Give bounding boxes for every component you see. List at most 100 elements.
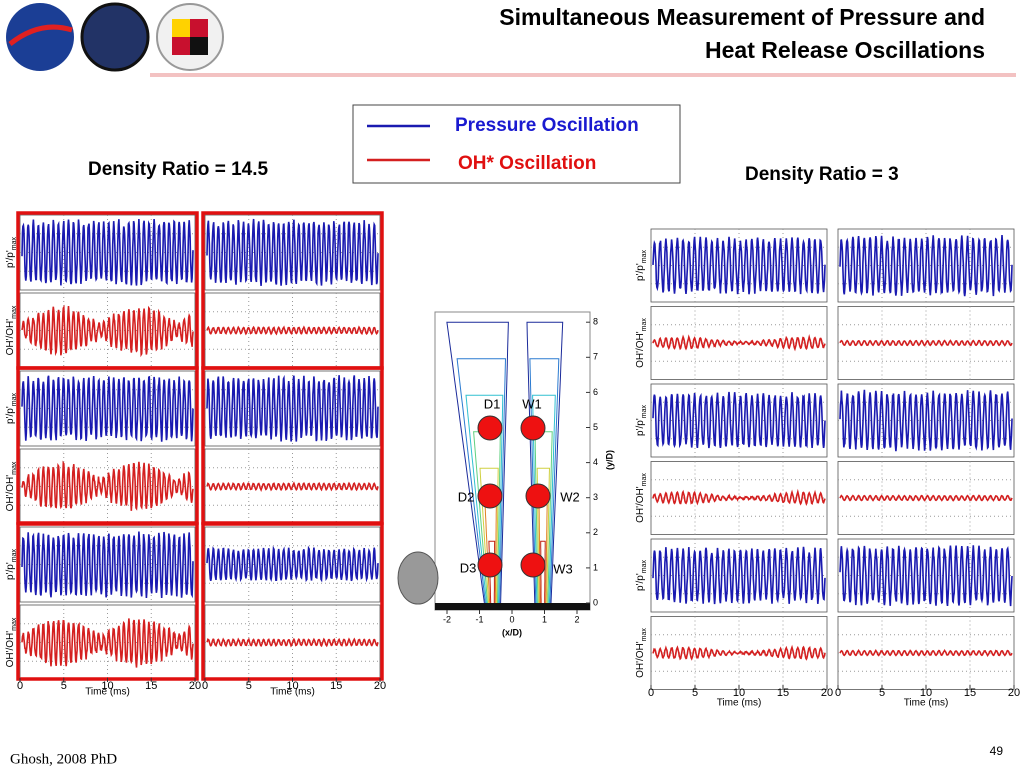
x-tick-label: 20: [1008, 687, 1020, 699]
flame-frame: [434, 311, 591, 611]
header-rule: [150, 73, 1016, 77]
y-axis-label: p'/p'max: [5, 393, 18, 424]
waveform: [21, 304, 194, 358]
waveform: [21, 618, 194, 668]
label-main: OH'/OH': [635, 331, 646, 368]
point-label: W2: [560, 489, 580, 504]
x-tick-label: 15: [777, 687, 789, 699]
waveform: [652, 236, 826, 295]
flame-contour: [465, 394, 504, 604]
y-axis-label: p'/p'max: [635, 560, 648, 591]
flame-image: 0 1 2 3 4 5 6 7 8 -2 -1 0 1 2 (x/D) (y/D) D1 W1 D2 W2 D3 W3: [397, 311, 614, 637]
umd-shield-q: [172, 19, 190, 37]
waveform: [652, 333, 826, 352]
y-tick-label: 2: [593, 527, 598, 537]
footer-credit: Ghosh, 2008 PhD: [10, 751, 117, 767]
label-sub: max: [11, 393, 18, 407]
measurement-point: [525, 483, 551, 509]
x-tick-label: 0: [17, 680, 23, 692]
label-main: p'/p': [5, 562, 16, 580]
waveform: [206, 637, 379, 648]
flame-contour: [526, 321, 564, 604]
y-tick-label: 1: [593, 562, 598, 572]
title: Simultaneous Measurement of Pressure and: [499, 4, 985, 30]
measurement-point: [477, 415, 503, 441]
y-axis-label: OH'/OH'max: [635, 473, 648, 523]
waveform: [21, 375, 194, 442]
flame-contour: [488, 540, 496, 604]
label-sub: max: [641, 250, 648, 264]
label-sub: max: [11, 617, 18, 631]
y-tick-label: 0: [593, 597, 598, 607]
waveform: [206, 218, 379, 287]
label-main: OH'/OH': [5, 475, 16, 512]
y-axis-label: OH'/OH'max: [635, 628, 648, 678]
y-axis-label: OH'/OH'max: [635, 318, 648, 368]
y-axis-label: p'/p'max: [5, 549, 18, 580]
waveform: [21, 531, 194, 599]
measurement-point: [520, 552, 546, 578]
label-sub: max: [11, 237, 18, 251]
x-axis-label: (x/D): [502, 627, 522, 637]
waveform: [21, 218, 194, 286]
x-tick-label: -1: [475, 614, 483, 624]
label-sub: max: [641, 560, 648, 574]
waveform: [839, 235, 1013, 297]
y-axis-label: (y/D): [604, 450, 614, 470]
measurement-point: [477, 483, 503, 509]
label-sub: max: [641, 473, 648, 487]
point-label: D3: [460, 560, 477, 575]
y-axis-label: OH'/OH'max: [5, 617, 18, 667]
x-tick-label: 2: [574, 614, 579, 624]
waveform: [652, 488, 826, 507]
x-tick-label: 15: [964, 687, 976, 699]
umd-shield-q: [190, 37, 208, 55]
nasa-swoosh: [8, 24, 73, 46]
waveform: [652, 391, 826, 449]
page-number: 49: [990, 744, 1004, 758]
x-tick-label: -2: [443, 614, 451, 624]
x-tick-label: 0: [835, 687, 841, 699]
label-main: p'/p': [5, 250, 16, 268]
x-tick-label: 5: [246, 680, 252, 692]
x-tick-label: 10: [101, 680, 113, 692]
waveform: [652, 546, 826, 605]
label-sub: max: [11, 305, 18, 319]
label-main: p'/p': [5, 406, 16, 424]
y-axis-label: OH'/OH'max: [5, 461, 18, 511]
point-label: D2: [458, 489, 475, 504]
label-main: OH'/OH': [635, 641, 646, 678]
x-tick-label: 10: [733, 687, 745, 699]
x-tick-label: 0: [202, 680, 208, 692]
x-axis-label: Time (ms): [270, 687, 315, 698]
label-sub: max: [11, 549, 18, 563]
label-main: p'/p': [635, 418, 646, 436]
label-sub: max: [11, 461, 18, 475]
x-axis-label: Time (ms): [717, 698, 762, 709]
measurement-point: [520, 415, 546, 441]
x-axis-label: Time (ms): [85, 687, 130, 698]
legend-label: OH* Oscillation: [458, 153, 596, 174]
x-tick-label: 20: [374, 680, 386, 692]
waveform: [839, 494, 1013, 502]
y-axis-label: p'/p'max: [635, 405, 648, 436]
flame-contour: [532, 394, 556, 604]
y-tick-label: 7: [593, 352, 598, 362]
logos: [6, 2, 224, 72]
waveform: [206, 325, 379, 336]
label-sub: max: [641, 628, 648, 642]
flame-contour: [446, 321, 509, 604]
point-label: W1: [522, 396, 542, 411]
waveform: [21, 460, 194, 511]
x-axis-label: Time (ms): [904, 698, 949, 709]
label-main: p'/p': [635, 573, 646, 591]
x-tick-label: 5: [692, 687, 698, 699]
label-sub: max: [641, 318, 648, 332]
label-main: p'/p': [635, 263, 646, 281]
x-tick-label: 20: [821, 687, 833, 699]
y-tick-label: 3: [593, 492, 598, 502]
flame-contour: [456, 358, 507, 604]
y-tick-label: 8: [593, 317, 598, 327]
point-label: D1: [484, 396, 501, 411]
